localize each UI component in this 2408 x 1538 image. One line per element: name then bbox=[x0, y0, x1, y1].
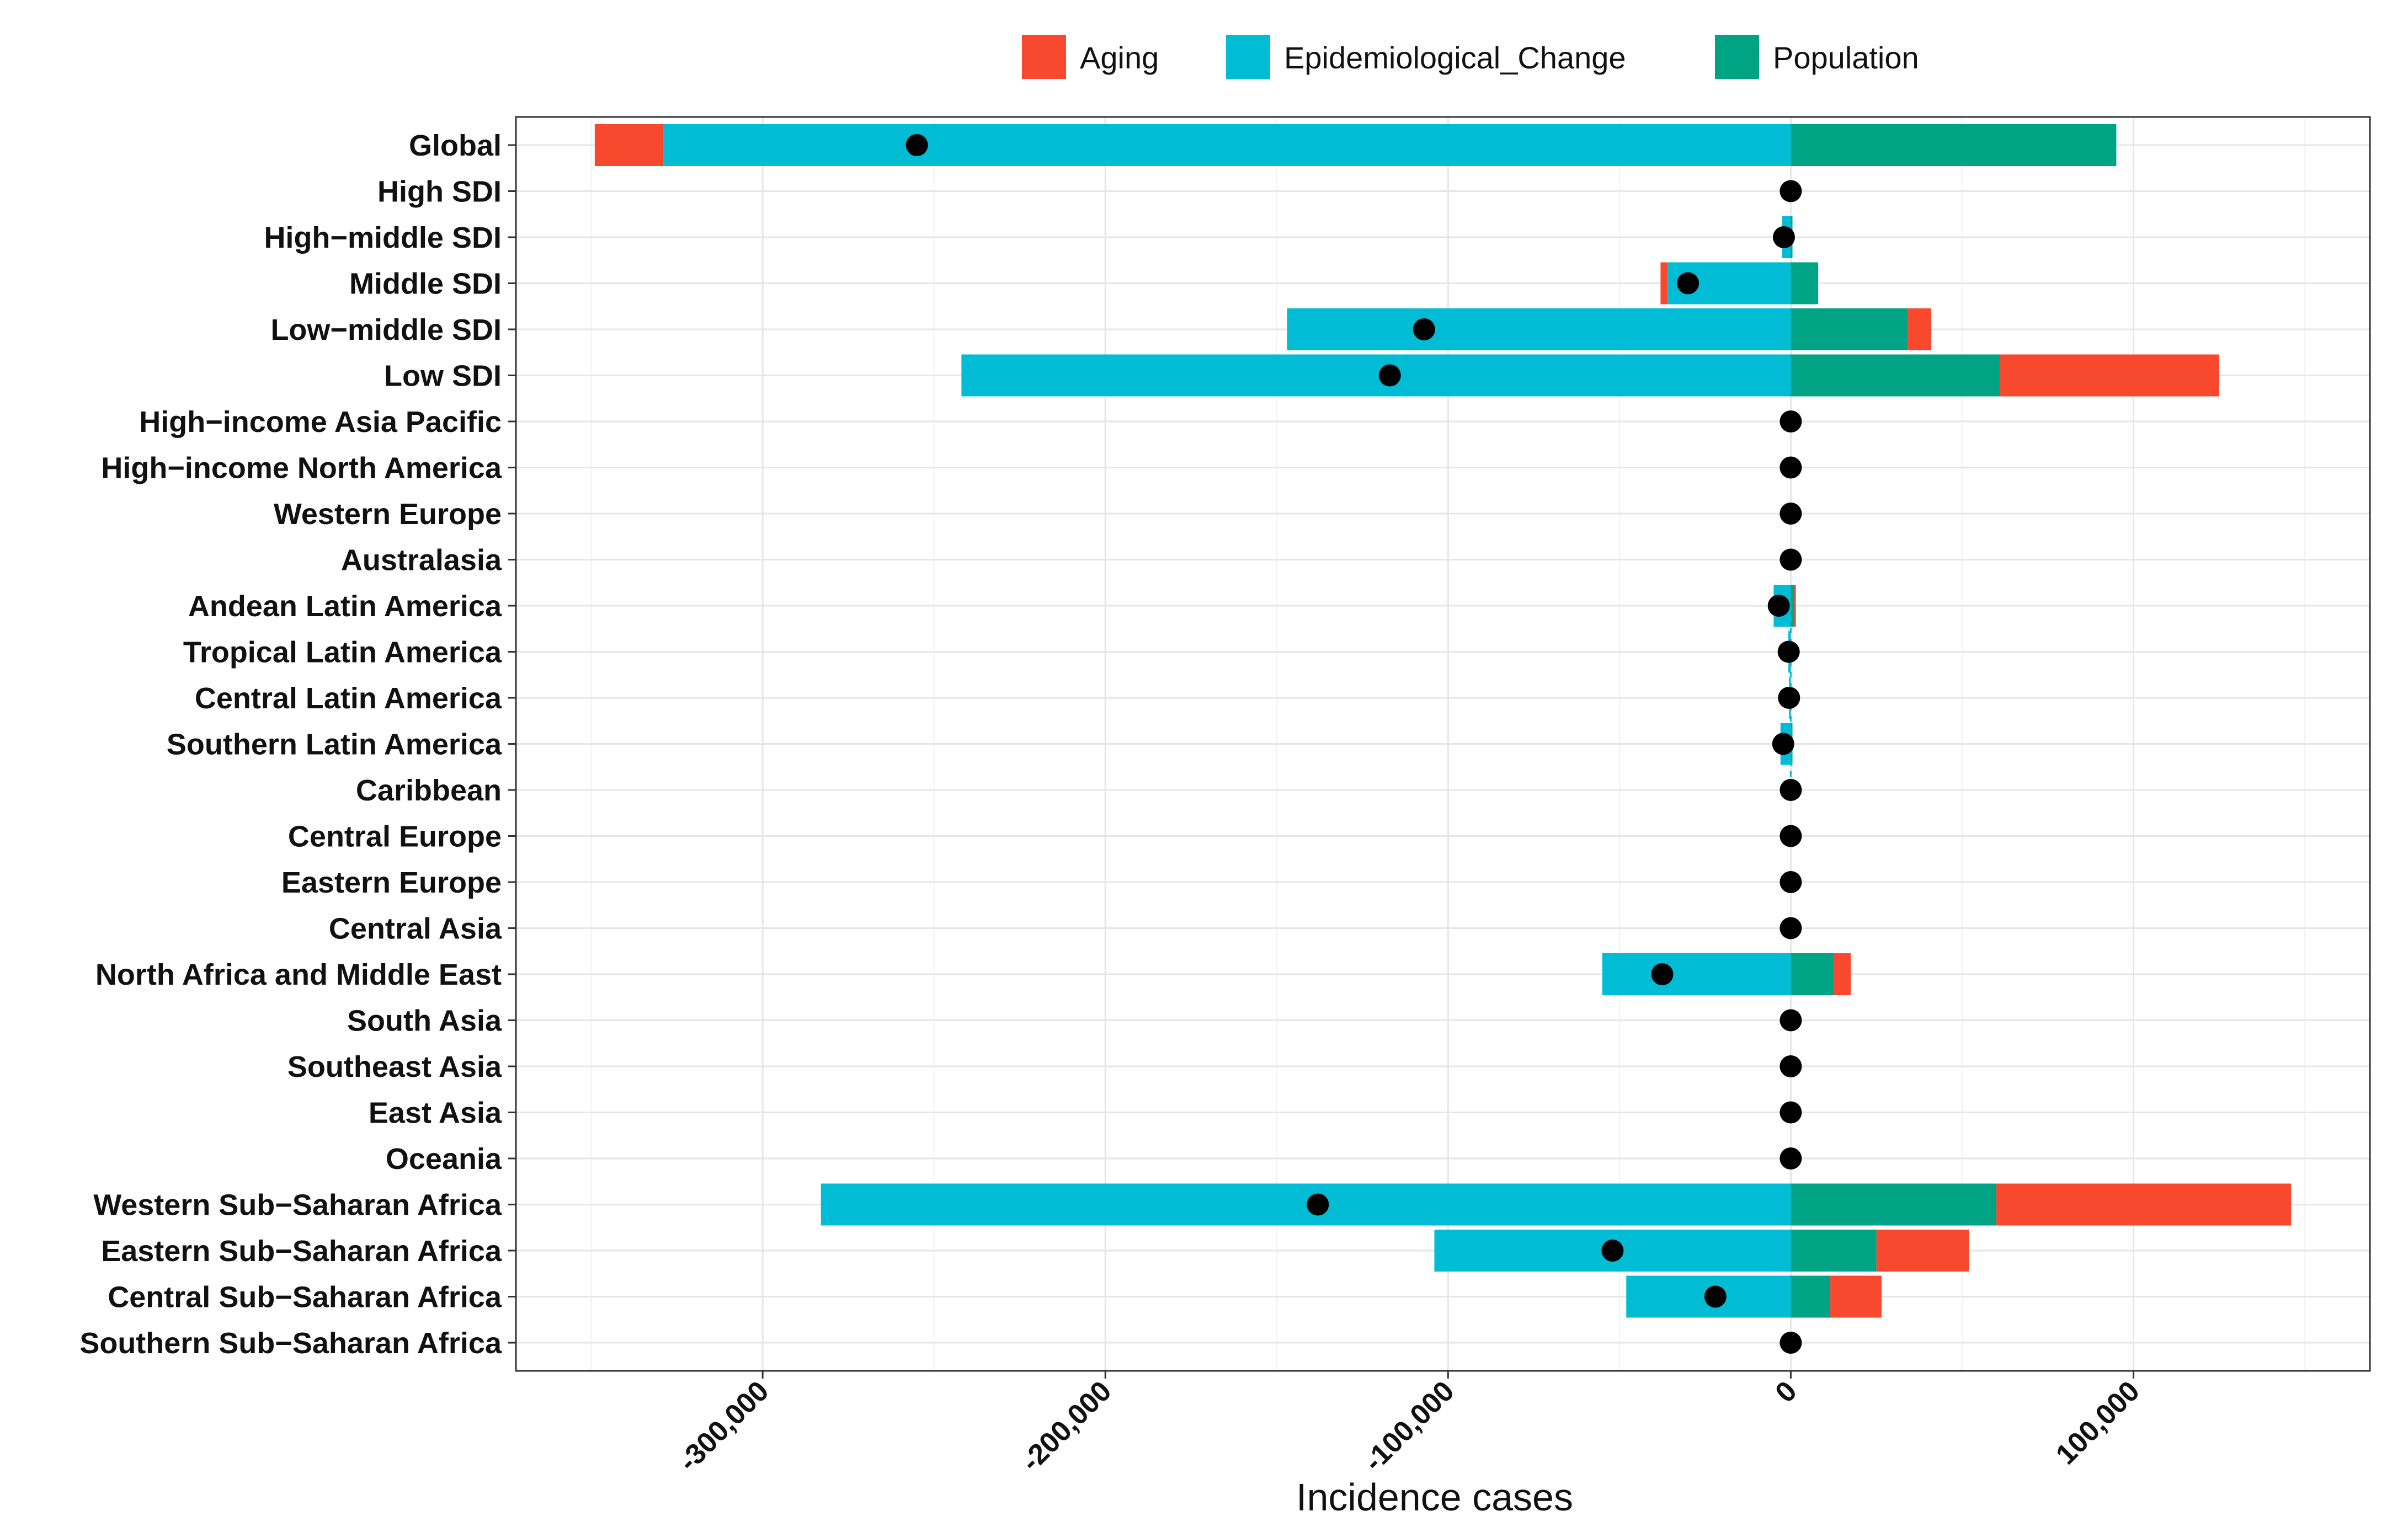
y-label: Western Sub−Saharan Africa bbox=[93, 1189, 502, 1222]
total-point bbox=[1413, 318, 1435, 340]
y-label: Middle SDI bbox=[349, 268, 502, 301]
bar-epidemiological-change bbox=[1287, 308, 1791, 350]
bar-epidemiological-change bbox=[821, 1183, 1791, 1226]
y-label: Central Europe bbox=[288, 820, 502, 853]
y-label: Global bbox=[409, 129, 502, 162]
x-tick-label: -100,000 bbox=[1358, 1375, 1461, 1477]
bar-aging bbox=[1660, 262, 1668, 305]
total-point bbox=[1780, 1055, 1802, 1077]
total-point bbox=[1777, 640, 1800, 663]
bar-aging bbox=[1907, 308, 1932, 350]
bar-population bbox=[1791, 262, 1819, 305]
total-point bbox=[1780, 1147, 1802, 1169]
bar-population bbox=[1791, 953, 1834, 995]
y-label: Oceania bbox=[386, 1142, 502, 1176]
legend: Aging Epidemiological_Change Population bbox=[1022, 35, 1919, 79]
bar-aging bbox=[2000, 354, 2219, 397]
y-label: Tropical Latin America bbox=[183, 636, 502, 669]
x-tick-label: 100,000 bbox=[2050, 1375, 2146, 1471]
total-points bbox=[905, 134, 1802, 1354]
total-point bbox=[1780, 548, 1802, 571]
total-point bbox=[1780, 1101, 1802, 1124]
grid bbox=[516, 117, 2370, 1371]
y-label: Andean Latin America bbox=[188, 590, 502, 623]
total-point bbox=[905, 134, 928, 156]
y-label: High−income North America bbox=[101, 452, 502, 485]
x-tick-label: -200,000 bbox=[1015, 1375, 1118, 1477]
y-label: High SDI bbox=[377, 175, 502, 209]
bar-epidemiological-change bbox=[663, 124, 1791, 166]
bar-epidemiological-change bbox=[961, 354, 1791, 397]
y-label: Southern Latin America bbox=[167, 728, 502, 761]
y-label: East Asia bbox=[369, 1097, 502, 1130]
total-point bbox=[1780, 1009, 1802, 1032]
total-point bbox=[1780, 503, 1802, 525]
x-axis-title: Incidence cases bbox=[1296, 1476, 1573, 1519]
bar-epidemiological-change bbox=[1602, 953, 1791, 995]
bar-population bbox=[1791, 1275, 1830, 1318]
y-label: Western Europe bbox=[274, 498, 502, 531]
total-point bbox=[1677, 272, 1700, 295]
y-label: Caribbean bbox=[356, 774, 502, 807]
total-point bbox=[1704, 1285, 1727, 1308]
y-label: Low−middle SDI bbox=[270, 313, 502, 346]
bar-aging bbox=[1834, 953, 1851, 995]
legend-swatch-epidemiological-change bbox=[1226, 35, 1270, 79]
bar-population bbox=[1791, 354, 2000, 397]
legend-swatch-aging bbox=[1022, 35, 1066, 79]
y-label: Central Asia bbox=[329, 912, 502, 946]
total-point bbox=[1651, 963, 1674, 985]
y-label: North Africa and Middle East bbox=[95, 958, 502, 991]
x-tick-label: -300,000 bbox=[672, 1375, 775, 1477]
y-label: Central Latin America bbox=[195, 682, 502, 715]
total-point bbox=[1780, 180, 1802, 202]
x-axis-ticks: -300,000 -200,000 -100,000 0 100,000 bbox=[672, 1371, 2146, 1478]
y-label: High−middle SDI bbox=[264, 221, 502, 254]
total-point bbox=[1767, 595, 1790, 617]
total-point bbox=[1780, 456, 1802, 479]
x-tick-label: 0 bbox=[1769, 1375, 1803, 1408]
bars bbox=[594, 124, 2292, 1318]
total-point bbox=[1780, 1332, 1802, 1354]
y-label: Eastern Sub−Saharan Africa bbox=[101, 1235, 502, 1268]
bar-population bbox=[1791, 1230, 1877, 1272]
total-point bbox=[1780, 410, 1802, 432]
y-label: Australasia bbox=[341, 544, 502, 577]
total-point bbox=[1378, 364, 1401, 387]
y-label: High−income Asia Pacific bbox=[139, 405, 502, 439]
total-point bbox=[1772, 733, 1794, 755]
y-label: Central Sub−Saharan Africa bbox=[108, 1281, 502, 1314]
legend-label: Population bbox=[1773, 40, 1919, 75]
bar-aging bbox=[1794, 585, 1796, 627]
y-label: Southern Sub−Saharan Africa bbox=[79, 1327, 502, 1360]
y-label: Low SDI bbox=[384, 360, 502, 393]
y-axis-labels: Global High SDI High−middle SDI Middle SDI L… bbox=[79, 129, 516, 1360]
y-label: South Asia bbox=[347, 1005, 502, 1038]
bar-population bbox=[1791, 308, 1908, 350]
total-point bbox=[1780, 779, 1802, 801]
total-point bbox=[1778, 687, 1800, 709]
bar-aging bbox=[1830, 1275, 1882, 1318]
bar-aging bbox=[1876, 1230, 1969, 1272]
total-point bbox=[1772, 226, 1795, 248]
total-point bbox=[1780, 871, 1802, 893]
legend-swatch-population bbox=[1715, 35, 1759, 79]
bar-aging bbox=[594, 124, 664, 166]
bar-aging bbox=[1996, 1183, 2292, 1226]
total-point bbox=[1601, 1240, 1624, 1262]
bar-population bbox=[1791, 1183, 1997, 1226]
legend-label: Aging bbox=[1080, 40, 1159, 75]
total-point bbox=[1780, 825, 1802, 847]
y-label: Southeast Asia bbox=[287, 1050, 502, 1083]
bar-population bbox=[1791, 585, 1794, 627]
total-point bbox=[1780, 917, 1802, 939]
total-point bbox=[1307, 1193, 1329, 1216]
y-label: Eastern Europe bbox=[281, 866, 502, 899]
bar-population bbox=[1791, 124, 2117, 166]
legend-label: Epidemiological_Change bbox=[1284, 40, 1626, 75]
